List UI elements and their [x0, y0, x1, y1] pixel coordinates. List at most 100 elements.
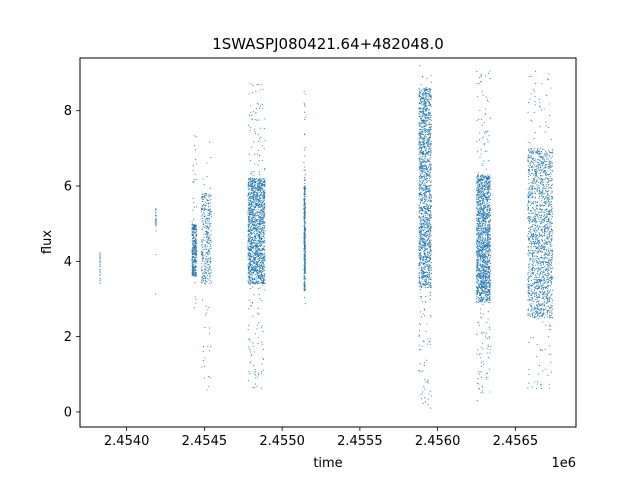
data-point — [421, 246, 423, 248]
data-point — [426, 261, 428, 263]
data-point — [205, 312, 207, 314]
data-point — [204, 265, 206, 267]
data-point — [428, 165, 430, 167]
data-point — [263, 197, 265, 199]
data-point — [424, 103, 426, 105]
data-point — [256, 84, 258, 86]
data-point — [419, 189, 421, 191]
data-point — [476, 268, 478, 270]
data-point — [420, 119, 422, 121]
data-point — [484, 231, 486, 233]
data-point — [429, 114, 431, 116]
data-point — [200, 240, 203, 242]
data-point — [253, 271, 255, 273]
data-point — [258, 206, 260, 208]
data-point — [424, 281, 426, 283]
data-point — [429, 213, 431, 216]
data-point — [259, 232, 261, 234]
data-point — [262, 216, 264, 218]
data-point — [489, 194, 491, 196]
data-point — [248, 236, 250, 238]
data-point — [430, 269, 432, 271]
data-point — [303, 187, 305, 189]
data-point — [425, 282, 427, 284]
data-point — [259, 282, 261, 284]
data-point — [264, 178, 266, 180]
data-point — [422, 160, 424, 162]
data-point — [480, 308, 482, 310]
data-point — [251, 213, 253, 215]
data-point — [304, 174, 306, 176]
data-point — [191, 270, 194, 272]
data-point — [209, 243, 211, 246]
data-point — [194, 149, 196, 151]
data-point — [249, 258, 252, 260]
data-point — [203, 207, 205, 209]
data-point — [259, 240, 261, 242]
data-point — [427, 145, 429, 148]
data-point — [419, 171, 421, 173]
data-point — [250, 231, 252, 233]
data-point — [429, 96, 432, 98]
data-point — [250, 207, 252, 209]
data-point — [430, 168, 432, 170]
data-point — [261, 327, 263, 329]
data-point — [99, 256, 101, 258]
data-point — [422, 270, 424, 272]
data-point — [202, 226, 204, 228]
data-point — [251, 260, 253, 262]
data-point — [418, 137, 420, 139]
data-point — [476, 278, 478, 280]
data-point — [204, 215, 206, 217]
data-point — [427, 260, 429, 262]
data-point — [303, 204, 305, 206]
data-point — [155, 218, 157, 220]
data-point — [264, 279, 266, 281]
data-point — [254, 227, 257, 229]
data-point — [484, 259, 486, 261]
data-point — [426, 198, 428, 200]
data-point — [425, 222, 428, 224]
data-point — [430, 201, 432, 203]
data-point — [259, 180, 261, 183]
data-point — [201, 197, 203, 199]
data-point — [424, 242, 426, 244]
data-point — [487, 242, 489, 244]
data-point — [424, 143, 426, 145]
data-point — [419, 124, 421, 126]
data-point — [195, 237, 197, 239]
data-point — [206, 242, 208, 244]
data-point — [99, 252, 101, 254]
data-point — [250, 203, 252, 205]
data-point — [429, 390, 431, 392]
data-point — [249, 211, 251, 214]
data-point — [418, 87, 420, 89]
data-point — [201, 215, 203, 217]
data-point — [425, 94, 427, 97]
data-point — [257, 179, 259, 181]
data-point — [428, 189, 430, 191]
data-point — [427, 243, 429, 245]
data-point — [252, 253, 254, 255]
data-point — [482, 222, 484, 225]
data-point — [207, 259, 209, 261]
data-point — [422, 274, 424, 276]
data-point — [260, 237, 262, 239]
data-point — [261, 184, 263, 186]
data-point — [430, 205, 432, 207]
data-point — [194, 268, 196, 270]
data-point — [202, 249, 204, 251]
data-point — [426, 380, 429, 382]
data-point — [201, 196, 204, 198]
data-point — [251, 229, 254, 231]
data-point — [253, 269, 255, 271]
data-point — [427, 237, 430, 240]
data-point — [204, 244, 206, 246]
data-point — [419, 244, 421, 246]
data-point — [191, 275, 193, 277]
data-point — [261, 299, 263, 302]
data-point — [427, 238, 429, 241]
data-point — [420, 163, 422, 165]
data-point — [261, 220, 264, 222]
